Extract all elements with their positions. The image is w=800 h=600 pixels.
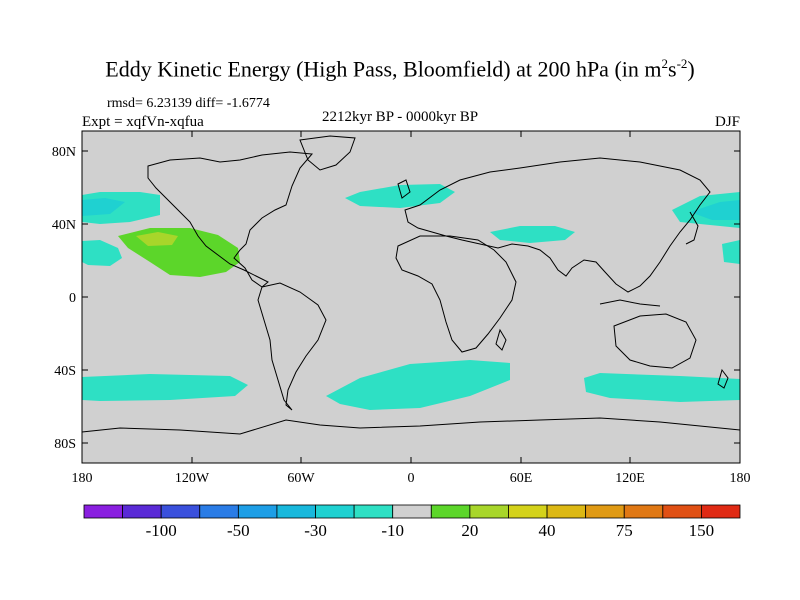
lon-label-180e: 180: [730, 471, 751, 486]
colorbar-swatch: [430, 504, 471, 519]
colorbar-label: 20: [461, 521, 478, 540]
colorbar-label: -10: [381, 521, 404, 540]
fill-south-pacific-east-neg: [82, 374, 248, 401]
colorbar-swatch: [585, 504, 625, 519]
lat-label-40s: 40S: [54, 364, 76, 379]
colorbar-label: -30: [304, 521, 327, 540]
colorbar-swatch: [315, 504, 355, 519]
lon-labels: 180 120W 60W 0 60E 120E 180: [72, 471, 751, 486]
stats-text: rmsd= 6.23139 diff= -1.6774: [107, 96, 270, 111]
colorbar-swatch: [623, 504, 664, 519]
lon-label-60w: 60W: [287, 471, 315, 486]
colorbar-label: -50: [227, 521, 250, 540]
plot-title: Eddy Kinetic Energy (High Pass, Bloomfie…: [105, 56, 695, 82]
lon-label-0: 0: [408, 471, 415, 486]
lon-label-120w: 120W: [175, 471, 210, 486]
coast-africa: [395, 235, 517, 353]
colorbar-swatch: [160, 504, 201, 519]
colorbar-labels: -100 -50 -30 -10 20 40 75 150: [146, 521, 715, 540]
lat-labels: 80N 40N 0 40S 80S: [52, 145, 76, 452]
lon-label-180w: 180: [72, 471, 93, 486]
colorbar-label: 40: [539, 521, 556, 540]
colorbar-swatch: [469, 504, 509, 519]
season-label: DJF: [714, 114, 740, 130]
colorbar-swatch: [83, 504, 123, 519]
colorbar-swatch: [122, 504, 162, 519]
lat-label-0: 0: [69, 291, 76, 306]
coast-new-zealand: [717, 368, 729, 389]
colorbar-swatch: [662, 504, 702, 519]
coast-north-america: [147, 151, 314, 288]
colorbar-label: 75: [616, 521, 633, 540]
colorbar-swatch: [546, 504, 587, 519]
lon-ticks: [191, 131, 631, 463]
colorbar-label: -100: [146, 521, 177, 540]
coastlines: [81, 135, 741, 435]
colorbar-swatch: [199, 504, 239, 519]
coast-greenland: [299, 135, 356, 171]
fill-east-pacific-pos-core: [136, 232, 178, 246]
lat-ticks: [82, 150, 740, 444]
fill-mediterranean-neg: [490, 226, 575, 243]
colorbar-swatch: [353, 504, 394, 519]
fill-pacific-subtropic-neg: [82, 240, 122, 266]
lon-label-60e: 60E: [510, 471, 533, 486]
fill-asia-subtropic-neg: [722, 240, 740, 264]
colorbar-swatch: [701, 504, 741, 519]
map-background: [82, 131, 740, 463]
period-label: 2212kyr BP - 0000kyr BP: [321, 109, 479, 125]
coast-australia: [613, 313, 697, 369]
coast-south-america: [257, 282, 327, 411]
coast-antarctica: [81, 417, 741, 435]
fill-south-atlantic-neg: [326, 360, 510, 410]
coast-japan: [685, 211, 699, 245]
coast-madagascar: [495, 328, 507, 351]
anomaly-fills: [82, 184, 740, 410]
experiment-label: Expt = xqfVn-xqfua: [82, 114, 204, 130]
fill-north-pacific-east-neg-core: [82, 198, 125, 216]
lon-label-120e: 120E: [615, 471, 645, 486]
colorbar-swatch: [276, 504, 316, 519]
coast-uk: [397, 179, 411, 199]
colorbar-label: 150: [689, 521, 715, 540]
colorbar-swatch: [508, 504, 548, 519]
fill-south-indian-neg: [584, 373, 740, 402]
colorbar: [83, 504, 741, 519]
lat-label-80s: 80S: [54, 437, 76, 452]
lat-label-40n: 40N: [52, 218, 76, 233]
fill-north-pacific-west-neg-core: [690, 200, 740, 220]
fill-north-atlantic-neg: [345, 184, 455, 208]
coast-indonesia: [599, 299, 661, 307]
colorbar-swatch: [392, 504, 432, 519]
colorbar-swatch: [237, 504, 278, 519]
lat-label-80n: 80N: [52, 145, 76, 160]
